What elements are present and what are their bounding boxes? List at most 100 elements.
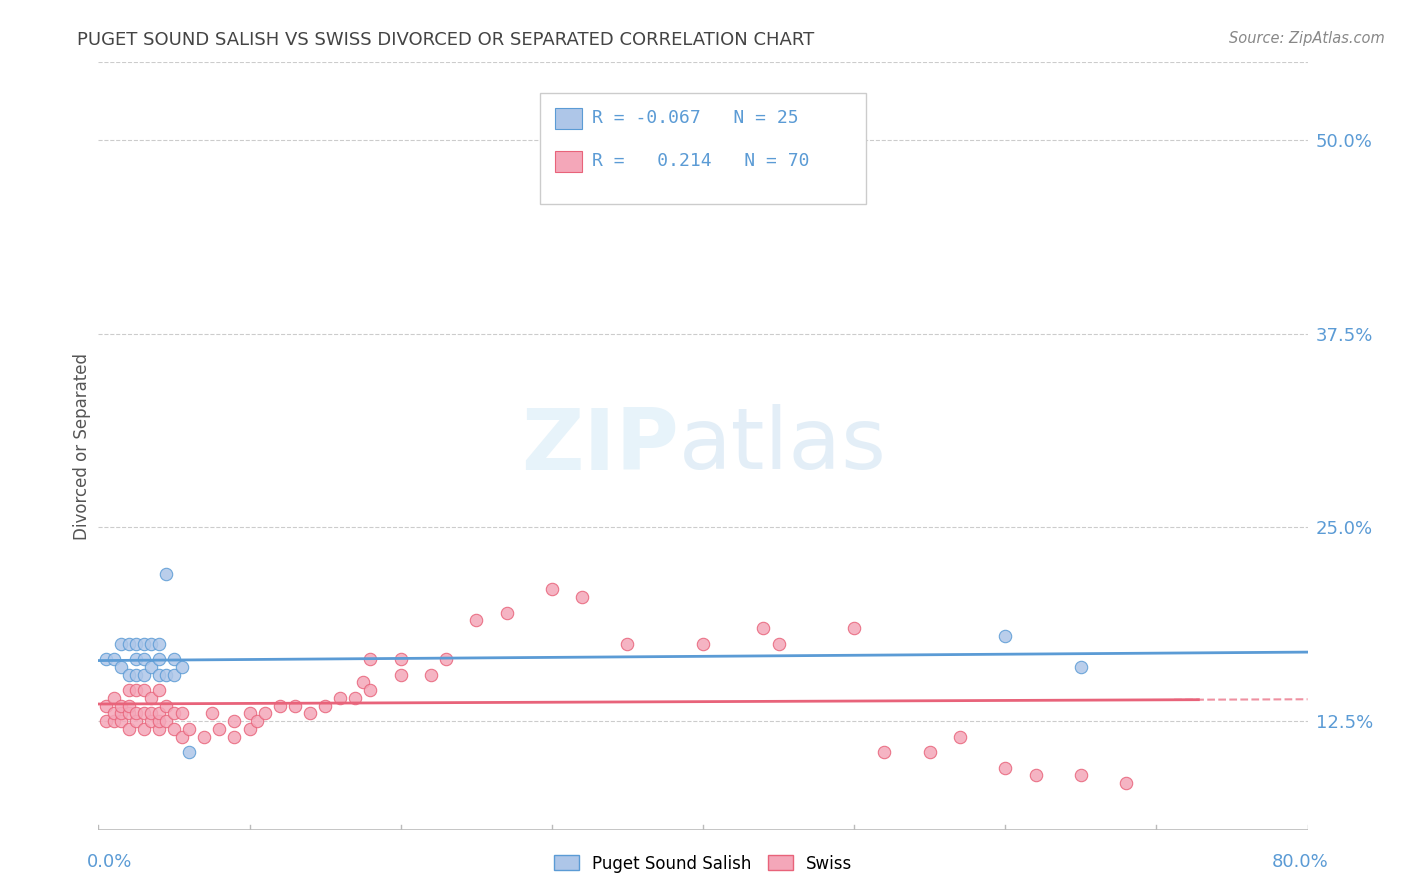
Point <box>239 706 262 721</box>
Point <box>94 698 117 713</box>
Point <box>201 706 224 721</box>
Bar <box>555 151 582 172</box>
Point <box>94 652 117 666</box>
Point <box>132 722 155 736</box>
Point <box>224 730 246 744</box>
Point <box>141 660 163 674</box>
Point <box>284 698 307 713</box>
Point <box>103 714 125 728</box>
Point <box>155 566 177 581</box>
Point <box>125 714 148 728</box>
Point <box>125 637 148 651</box>
Point <box>616 637 638 651</box>
Point <box>208 722 231 736</box>
Text: R =   0.214   N = 70: R = 0.214 N = 70 <box>592 152 810 169</box>
Point <box>344 690 367 705</box>
Point <box>148 714 170 728</box>
Point <box>110 714 132 728</box>
Point <box>148 637 170 651</box>
Point <box>132 667 155 681</box>
Point <box>103 706 125 721</box>
Point <box>103 652 125 666</box>
Point <box>465 613 488 627</box>
Point <box>148 652 170 666</box>
Point <box>155 714 177 728</box>
Point <box>148 706 170 721</box>
Point <box>118 722 141 736</box>
Point <box>752 621 775 635</box>
Point <box>125 652 148 666</box>
Y-axis label: Divorced or Separated: Divorced or Separated <box>73 352 91 540</box>
Point <box>571 590 593 604</box>
Point <box>873 745 896 759</box>
Point <box>118 698 141 713</box>
Point <box>141 690 163 705</box>
Point <box>239 722 262 736</box>
Point <box>155 698 177 713</box>
Point <box>125 667 148 681</box>
Point <box>163 667 186 681</box>
Point <box>110 660 132 674</box>
Point <box>141 714 163 728</box>
Point <box>329 690 352 705</box>
Point <box>844 621 866 635</box>
Point <box>1070 660 1092 674</box>
Point <box>949 730 972 744</box>
Point <box>125 683 148 698</box>
Text: 80.0%: 80.0% <box>1272 853 1329 871</box>
Point <box>94 714 117 728</box>
Point <box>118 706 141 721</box>
Point <box>253 706 276 721</box>
Text: ZIP: ZIP <box>522 404 679 488</box>
Point <box>163 652 186 666</box>
Point <box>155 667 177 681</box>
Point <box>389 667 412 681</box>
Point <box>141 637 163 651</box>
Point <box>420 667 443 681</box>
Point <box>118 683 141 698</box>
Point <box>170 660 193 674</box>
Point <box>389 652 412 666</box>
Point <box>148 683 170 698</box>
Point <box>163 722 186 736</box>
Point <box>299 706 322 721</box>
Point <box>540 582 562 597</box>
Point <box>170 730 193 744</box>
Point <box>118 637 141 651</box>
Point <box>110 698 132 713</box>
Text: PUGET SOUND SALISH VS SWISS DIVORCED OR SEPARATED CORRELATION CHART: PUGET SOUND SALISH VS SWISS DIVORCED OR … <box>77 31 814 49</box>
Point <box>132 706 155 721</box>
Point <box>994 761 1017 775</box>
FancyBboxPatch shape <box>540 93 866 204</box>
Point <box>110 706 132 721</box>
Point <box>125 706 148 721</box>
Text: R = -0.067   N = 25: R = -0.067 N = 25 <box>592 110 799 128</box>
Point <box>495 606 517 620</box>
Point <box>314 698 336 713</box>
Point <box>224 714 246 728</box>
Point <box>179 722 201 736</box>
Point <box>141 706 163 721</box>
Point <box>994 629 1017 643</box>
Text: 0.0%: 0.0% <box>87 853 132 871</box>
Point <box>768 637 790 651</box>
Point <box>269 698 291 713</box>
Bar <box>555 108 582 129</box>
Point <box>246 714 269 728</box>
Point <box>692 637 714 651</box>
Legend: Puget Sound Salish, Swiss: Puget Sound Salish, Swiss <box>547 848 859 880</box>
Point <box>918 745 941 759</box>
Point <box>110 637 132 651</box>
Point <box>1070 768 1092 782</box>
Point <box>179 745 201 759</box>
Text: Source: ZipAtlas.com: Source: ZipAtlas.com <box>1229 31 1385 46</box>
Point <box>148 667 170 681</box>
Point <box>132 652 155 666</box>
Point <box>193 730 215 744</box>
Point <box>360 652 382 666</box>
Point <box>118 667 141 681</box>
Point <box>103 690 125 705</box>
Point <box>132 637 155 651</box>
Point <box>170 706 193 721</box>
Point <box>434 652 457 666</box>
